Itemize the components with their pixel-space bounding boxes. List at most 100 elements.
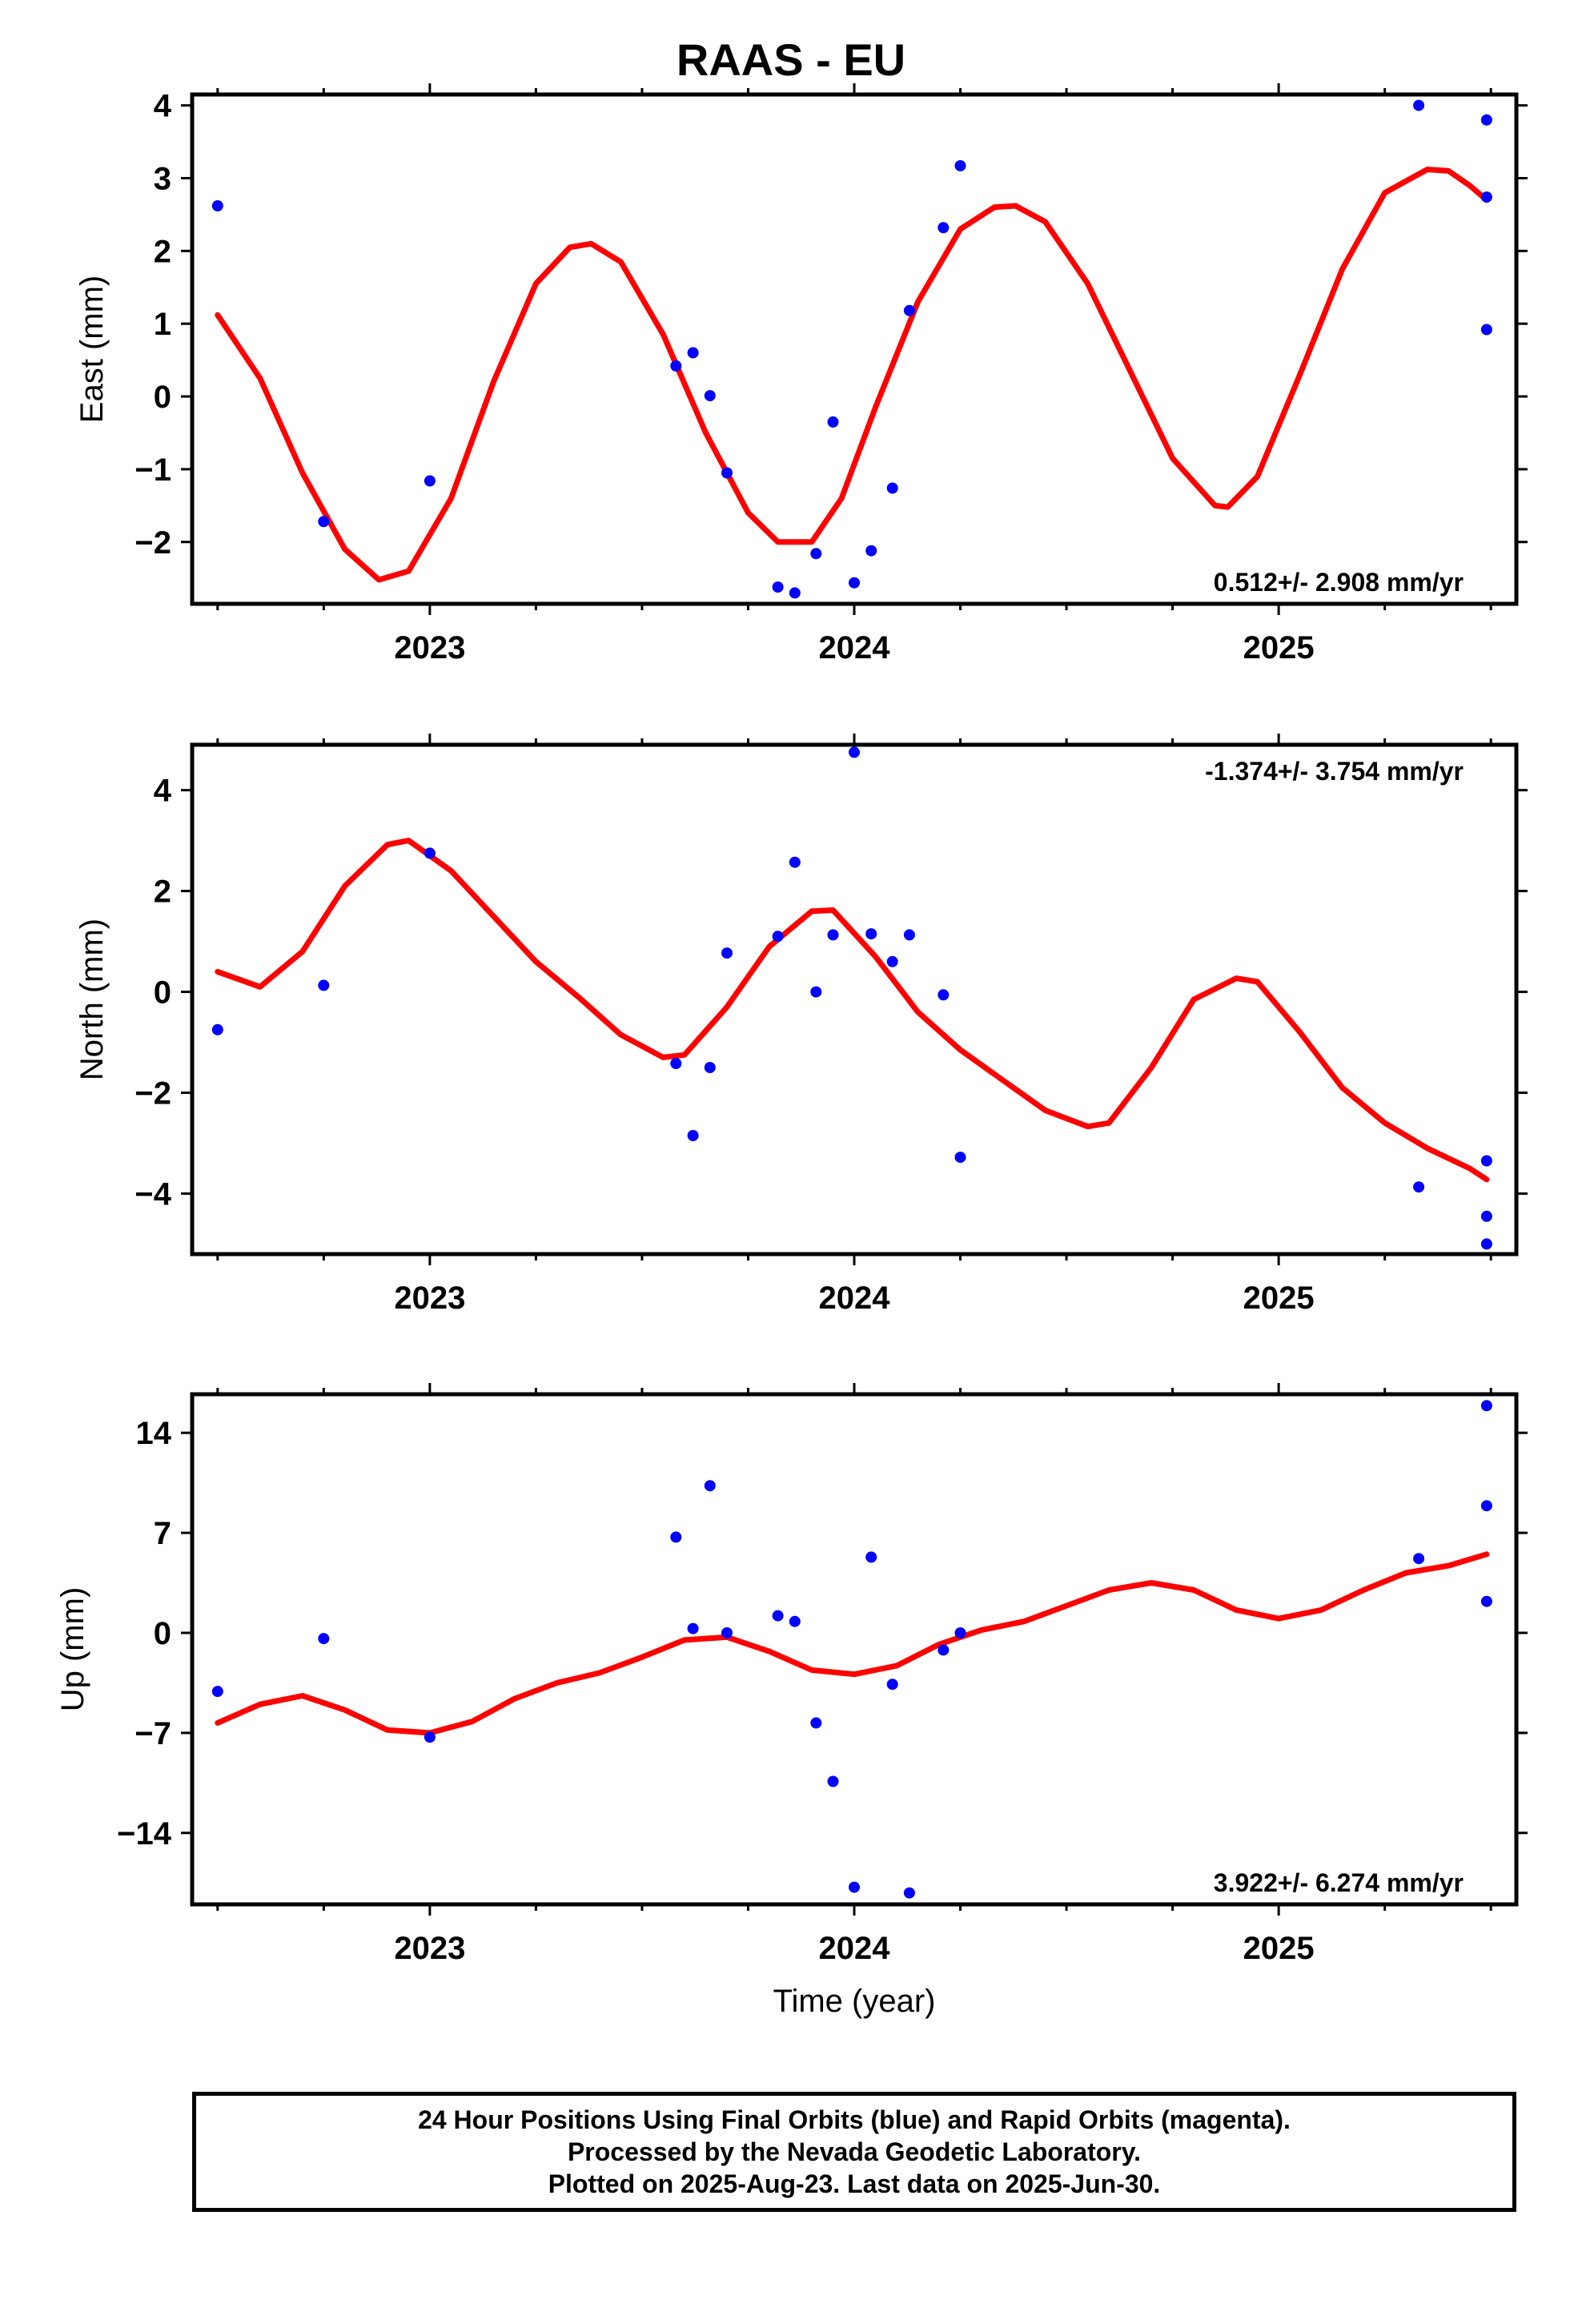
east-data-point bbox=[886, 482, 898, 494]
north-data-point bbox=[772, 931, 784, 943]
east-data-point bbox=[810, 548, 822, 560]
east-data-point bbox=[789, 587, 801, 599]
north-ylabel: North (mm) bbox=[74, 919, 110, 1080]
up-data-point bbox=[938, 1644, 950, 1656]
east-data-point bbox=[849, 577, 860, 589]
east-xtick-label: 2024 bbox=[819, 630, 891, 665]
north-data-point bbox=[849, 746, 860, 758]
north-ytick-label: −4 bbox=[135, 1176, 171, 1212]
north-data-point bbox=[721, 947, 733, 959]
east-data-point bbox=[865, 545, 877, 557]
north-frame bbox=[190, 742, 1519, 1256]
east-fit-line bbox=[215, 167, 1490, 583]
north-fit-line bbox=[215, 838, 1490, 1183]
up-fit-line bbox=[215, 1551, 1490, 1736]
up-ytick-label: −14 bbox=[117, 1816, 172, 1852]
east-data-point bbox=[1480, 324, 1492, 336]
north-data-point bbox=[827, 929, 839, 941]
east-data-point bbox=[938, 222, 950, 234]
up-data-point bbox=[1480, 1400, 1492, 1412]
east-ytick-label: 1 bbox=[154, 307, 171, 342]
east-data-point bbox=[424, 475, 436, 487]
east-xtick-label: 2025 bbox=[1243, 630, 1315, 665]
up-data-point bbox=[810, 1717, 822, 1729]
up-data-point bbox=[954, 1627, 966, 1638]
east-data-point bbox=[954, 160, 966, 171]
up-data-point bbox=[827, 1775, 839, 1787]
up-data-point bbox=[704, 1480, 716, 1492]
up-ylabel: Up (mm) bbox=[55, 1587, 90, 1712]
up-data-point bbox=[424, 1731, 436, 1743]
north-data-point bbox=[687, 1130, 699, 1141]
north-ytick-label: 4 bbox=[154, 774, 172, 809]
east-ytick-label: −2 bbox=[135, 525, 171, 561]
east-data-point bbox=[1480, 191, 1492, 203]
up-ytick-label: 14 bbox=[136, 1416, 172, 1451]
north-data-point bbox=[954, 1152, 966, 1164]
east-data-point bbox=[670, 360, 682, 372]
east-data-point bbox=[903, 304, 915, 316]
north-data-point bbox=[670, 1058, 682, 1069]
north-ytick-label: −2 bbox=[135, 1076, 171, 1111]
east-ytick-label: 2 bbox=[154, 234, 171, 269]
east-data-point bbox=[827, 416, 839, 428]
up-data-point bbox=[318, 1633, 330, 1645]
up-xtick-label: 2024 bbox=[819, 1931, 891, 1966]
east-ylabel: East (mm) bbox=[74, 275, 110, 423]
east-data-point bbox=[704, 390, 716, 402]
up-ytick-label: −7 bbox=[135, 1716, 171, 1751]
north-xtick-label: 2025 bbox=[1243, 1281, 1315, 1316]
east-ytick-label: 0 bbox=[154, 380, 171, 415]
up-data-point bbox=[849, 1881, 860, 1893]
up-data-point bbox=[865, 1551, 877, 1563]
up-data-point bbox=[687, 1622, 699, 1634]
footer-line-3: Plotted on 2025-Aug-23. Last data on 202… bbox=[548, 2169, 1161, 2198]
up-xtick-label: 2025 bbox=[1243, 1931, 1315, 1966]
footer-line-1: 24 Hour Positions Using Final Orbits (bl… bbox=[418, 2105, 1291, 2134]
up-data-point bbox=[670, 1531, 682, 1543]
up-xlabel: Time (year) bbox=[773, 1984, 936, 2019]
up-data-point bbox=[886, 1679, 898, 1691]
north-data-point bbox=[211, 1023, 223, 1035]
north-data-point bbox=[318, 979, 330, 991]
up-data-point bbox=[721, 1627, 733, 1638]
up-rate-label: 3.922+/- 6.274 mm/yr bbox=[1214, 1868, 1464, 1897]
east-data-point bbox=[1413, 99, 1425, 111]
footer-line-2: Processed by the Nevada Geodetic Laborat… bbox=[567, 2137, 1142, 2166]
up-panel: 2023 2024 2025 −14 −7 0 7 14 Up (mm) 3.922+/- 6.2… bbox=[55, 1383, 1528, 2019]
north-data-point bbox=[789, 856, 801, 868]
footer-box: 24 Hour Positions Using Final Orbits (bl… bbox=[192, 2092, 1516, 2212]
east-ytick-label: −1 bbox=[135, 452, 171, 488]
north-data-point bbox=[886, 955, 898, 967]
north-ytick-label: 0 bbox=[154, 975, 171, 1011]
up-ytick-label: 0 bbox=[154, 1616, 171, 1651]
east-data-point bbox=[318, 516, 330, 528]
east-ytick-label: 4 bbox=[154, 89, 172, 124]
north-xtick-label: 2023 bbox=[394, 1281, 465, 1316]
east-data-point bbox=[211, 200, 223, 211]
north-data-point bbox=[704, 1062, 716, 1073]
east-xtick-label: 2023 bbox=[394, 630, 465, 665]
east-data-point bbox=[772, 581, 784, 593]
east-data-point bbox=[721, 467, 733, 479]
east-panel: 2023 2024 2025 −2 −1 0 1 2 3 4 East (mm) 0.512+/- 2… bbox=[74, 83, 1528, 665]
chart-title: RAAS - EU bbox=[676, 34, 906, 85]
north-data-point bbox=[1480, 1155, 1492, 1167]
east-data-point bbox=[1480, 114, 1492, 126]
up-xtick-label: 2023 bbox=[394, 1931, 465, 1966]
up-frame bbox=[190, 1392, 1519, 1907]
north-data-point bbox=[1413, 1181, 1425, 1193]
up-data-point bbox=[211, 1686, 223, 1698]
east-frame bbox=[190, 92, 1519, 606]
north-data-point bbox=[1480, 1210, 1492, 1222]
east-rate-label: 0.512+/- 2.908 mm/yr bbox=[1214, 568, 1464, 597]
east-ytick-label: 3 bbox=[154, 161, 171, 196]
east-data-point bbox=[687, 347, 699, 359]
north-data-point bbox=[903, 929, 915, 941]
north-panel: 2023 2024 2025 −4 −2 0 2 4 North (mm) -1.374+/- 3… bbox=[74, 734, 1528, 1316]
up-ytick-label: 7 bbox=[154, 1516, 171, 1551]
north-xtick-label: 2024 bbox=[819, 1281, 891, 1316]
up-data-point bbox=[1480, 1500, 1492, 1512]
north-data-point bbox=[938, 989, 950, 1001]
